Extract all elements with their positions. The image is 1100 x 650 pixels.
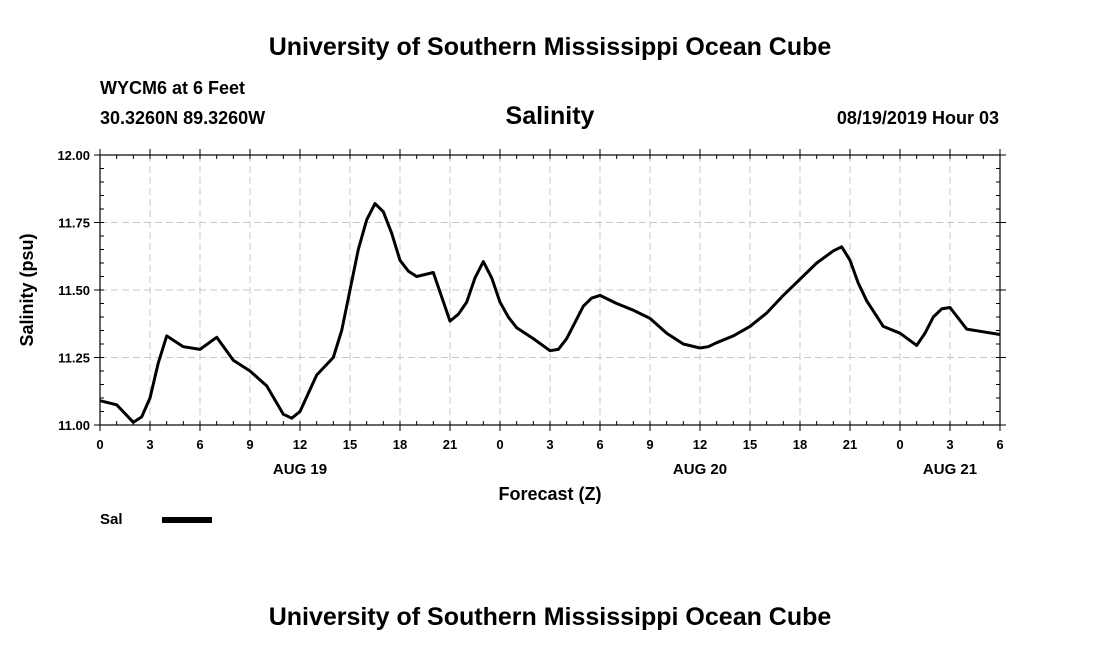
y-tick-labels: 11.00 11.25 11.50 11.75 12.00 xyxy=(57,148,90,433)
y-tick-label: 11.50 xyxy=(58,283,90,298)
x-tick-label: 0 xyxy=(896,437,903,452)
x-tick-label: 21 xyxy=(843,437,857,452)
x-tick-label: 9 xyxy=(646,437,653,452)
timestamp-label: 08/19/2019 Hour 03 xyxy=(837,108,999,128)
x-tick-label: 12 xyxy=(693,437,707,452)
date-label: AUG 21 xyxy=(923,461,977,478)
x-tick-label: 9 xyxy=(246,437,253,452)
x-axis-label: Forecast (Z) xyxy=(498,484,601,504)
x-tick-labels: 0 3 6 9 12 15 18 21 0 3 6 9 12 15 18 21 0 3 6 xyxy=(96,437,1003,452)
y-tick-label: 12.00 xyxy=(57,148,90,163)
x-tick-label: 3 xyxy=(946,437,953,452)
station-label: WYCM6 at 6 Feet xyxy=(100,78,245,98)
x-tick-label: 6 xyxy=(996,437,1003,452)
y-tick-label: 11.25 xyxy=(58,351,90,366)
x-tick-label: 0 xyxy=(496,437,503,452)
y-tick-label: 11.75 xyxy=(58,216,90,231)
legend: Sal xyxy=(100,511,212,528)
y-axis-label: Salinity (psu) xyxy=(17,233,37,346)
salinity-series-line xyxy=(99,202,1001,424)
x-tick-label: 6 xyxy=(196,437,203,452)
x-tick-label: 15 xyxy=(743,437,757,452)
coords-label: 30.3260N 89.3260W xyxy=(100,108,265,128)
x-tick-label: 18 xyxy=(793,437,807,452)
x-tick-label: 18 xyxy=(393,437,407,452)
date-label: AUG 19 xyxy=(273,461,327,478)
x-tick-label: 3 xyxy=(546,437,553,452)
x-tick-label: 3 xyxy=(146,437,153,452)
axis-ticks xyxy=(94,149,1006,431)
x-tick-label: 0 xyxy=(96,437,103,452)
bottom-title: University of Southern Mississippi Ocean… xyxy=(269,603,832,631)
y-tick-label: 11.00 xyxy=(58,418,90,433)
grid xyxy=(100,155,1000,425)
plot-frame xyxy=(99,154,1001,426)
x-tick-label: 12 xyxy=(293,437,307,452)
date-label: AUG 20 xyxy=(673,461,727,478)
x-tick-label: 6 xyxy=(596,437,603,452)
legend-label-sal: Sal xyxy=(100,511,123,528)
date-labels: AUG 19 AUG 20 AUG 21 xyxy=(273,461,977,478)
x-tick-label: 21 xyxy=(443,437,457,452)
x-tick-label: 15 xyxy=(343,437,357,452)
chart-title: Salinity xyxy=(506,102,595,130)
top-title: University of Southern Mississippi Ocean… xyxy=(269,33,832,61)
